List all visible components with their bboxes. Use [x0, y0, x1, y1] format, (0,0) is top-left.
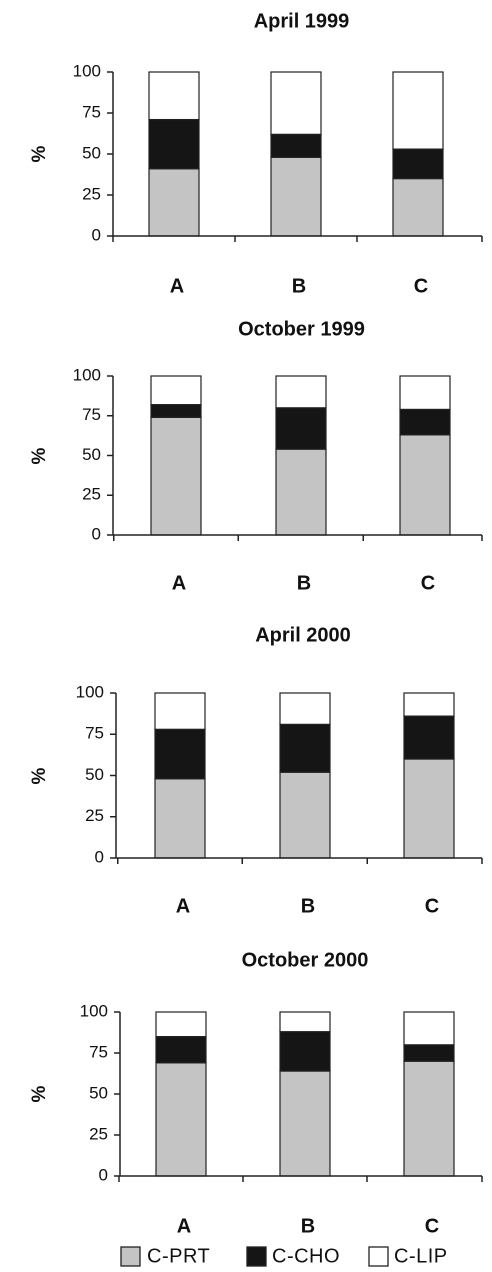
category-label-b: B [297, 572, 311, 594]
legend-label-cho: C-CHO [272, 1245, 340, 1267]
bar-segment-lip-c [403, 1011, 455, 1046]
bar-segment-prt-c [403, 758, 455, 859]
chart-title: October 2000 [242, 949, 369, 971]
bar-segment-lip-a [155, 1011, 207, 1038]
y-tick-label: 25 [82, 485, 101, 504]
legend-swatch-cho [246, 1246, 267, 1267]
bar-segment-cho-a [148, 118, 200, 170]
y-tick-label: 100 [80, 1001, 108, 1020]
bar-segment-lip-b [275, 375, 327, 409]
y-tick-label: 100 [76, 682, 104, 701]
category-label-c: C [425, 895, 439, 917]
bar-segment-cho-b [275, 407, 327, 450]
category-label-a: A [177, 1215, 191, 1237]
y-tick-label: 25 [89, 1124, 108, 1143]
y-tick-label: 0 [95, 847, 104, 866]
bar-segment-lip-a [148, 71, 200, 121]
bar-segment-lip-c [399, 375, 451, 410]
bar-segment-lip-b [279, 692, 331, 725]
y-axis-label: % [29, 767, 50, 784]
legend-swatch-lip [368, 1246, 389, 1267]
legend-label-prt: C-PRT [147, 1245, 210, 1267]
bar-segment-cho-c [399, 408, 451, 436]
bar-segment-cho-a [154, 728, 206, 780]
y-tick-label: 25 [85, 806, 104, 825]
y-axis-label: % [29, 1085, 50, 1102]
y-tick-label: 75 [85, 724, 104, 743]
y-tick-label: 75 [82, 102, 101, 121]
y-tick-label: 0 [99, 1165, 108, 1184]
chart-panel-2: October 1999% 0 25 50 75 100 A B C [29, 318, 483, 594]
legend-swatch-prt [120, 1246, 141, 1267]
category-label-a: A [176, 895, 190, 917]
bar-segment-cho-a [150, 404, 202, 418]
bar-segment-prt-a [154, 778, 206, 859]
y-tick-label: 50 [89, 1083, 108, 1102]
bar-segment-prt-b [279, 1070, 331, 1177]
chart-panel-4: October 2000% 0 25 50 75 100 A B C [29, 949, 483, 1237]
bar-segment-cho-b [279, 1031, 331, 1072]
bar-segment-lip-b [279, 1011, 331, 1033]
y-tick-label: 100 [73, 365, 101, 384]
category-label-a: A [172, 572, 186, 594]
bar-segment-prt-b [270, 156, 322, 237]
chart-title: April 2000 [255, 624, 351, 646]
bar-segment-prt-c [399, 434, 451, 536]
chart-panel-3: April 2000% 0 25 50 75 100 A B C [29, 624, 483, 917]
bar-segment-prt-b [279, 771, 331, 859]
category-label-a: A [170, 275, 184, 297]
chart-panel-1: April 1999% 0 25 50 75 100 A B C [29, 10, 483, 297]
y-axis-label: % [29, 447, 50, 464]
category-label-c: C [414, 275, 428, 297]
legend: C-PRT C-CHO C-LIP [120, 1245, 448, 1267]
bar-segment-prt-a [148, 168, 200, 237]
y-tick-label: 50 [82, 445, 101, 464]
bar-segment-cho-b [270, 133, 322, 158]
y-tick-label: 0 [92, 225, 101, 244]
bar-segment-lip-a [154, 692, 206, 730]
bar-segment-cho-c [403, 1044, 455, 1062]
chart-title: October 1999 [238, 318, 365, 340]
legend-label-lip: C-LIP [394, 1245, 448, 1267]
y-tick-label: 100 [73, 61, 101, 80]
y-tick-label: 25 [82, 184, 101, 203]
y-axis-label: % [29, 145, 50, 162]
y-tick-label: 0 [92, 524, 101, 543]
y-tick-label: 50 [82, 143, 101, 162]
category-label-b: B [292, 275, 306, 297]
bar-segment-lip-c [403, 692, 455, 717]
bar-segment-prt-b [275, 448, 327, 536]
bar-segment-cho-a [155, 1035, 207, 1064]
bar-segment-cho-c [392, 148, 444, 180]
category-label-b: B [301, 895, 315, 917]
chart-title: April 1999 [254, 10, 350, 32]
bar-segment-prt-a [150, 416, 202, 536]
bar-segment-prt-c [392, 178, 444, 237]
category-label-c: C [421, 572, 435, 594]
y-tick-label: 75 [89, 1042, 108, 1061]
bar-segment-lip-c [392, 71, 444, 150]
bar-segment-lip-b [270, 71, 322, 135]
y-tick-label: 75 [82, 405, 101, 424]
category-label-c: C [425, 1215, 439, 1237]
bar-segment-cho-c [403, 715, 455, 760]
bar-segment-prt-a [155, 1062, 207, 1177]
bar-segment-prt-c [403, 1060, 455, 1177]
bar-segment-lip-a [150, 375, 202, 406]
y-tick-label: 50 [85, 765, 104, 784]
category-label-b: B [301, 1215, 315, 1237]
bar-segment-cho-b [279, 723, 331, 773]
